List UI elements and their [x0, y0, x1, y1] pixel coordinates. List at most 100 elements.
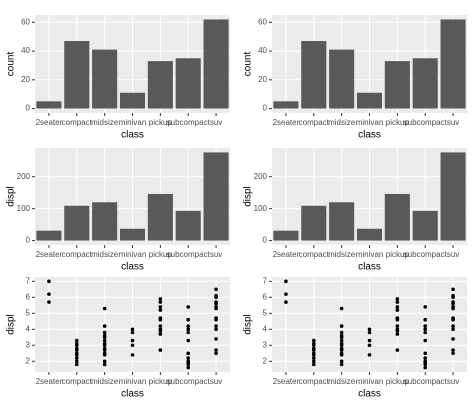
- point: [158, 348, 163, 352]
- point: [186, 324, 191, 328]
- x-tick-label: midsize: [328, 377, 356, 386]
- bar: [412, 210, 438, 241]
- y-tick-label: 0: [263, 104, 268, 113]
- x-tick-label: compact: [62, 118, 93, 127]
- bar: [384, 193, 410, 241]
- x-tick-label: midsize: [91, 377, 119, 386]
- y-tick-label: 200: [254, 172, 268, 181]
- y-tick-label: 2: [263, 356, 268, 365]
- point: [47, 279, 51, 284]
- point: [451, 351, 455, 356]
- point: [367, 327, 372, 332]
- point: [130, 330, 135, 335]
- point: [47, 300, 51, 304]
- point: [158, 305, 163, 309]
- bar: [384, 61, 410, 109]
- point: [74, 359, 79, 364]
- point: [214, 337, 218, 341]
- point: [130, 343, 135, 348]
- x-axis-label: class: [358, 389, 381, 400]
- y-tick-label: 100: [17, 204, 31, 213]
- point: [395, 308, 400, 312]
- point: [74, 362, 79, 367]
- point: [186, 351, 191, 356]
- x-tick-label: midsize: [328, 250, 356, 259]
- y-tick-label: 7: [26, 276, 31, 285]
- x-tick-label: compact: [299, 118, 330, 127]
- y-tick-label: 6: [263, 292, 268, 301]
- x-tick-label: suv: [447, 118, 459, 127]
- y-tick-label: 5: [26, 308, 31, 317]
- x-tick-label: pickup: [149, 250, 173, 259]
- point: [74, 346, 79, 351]
- bar: [36, 101, 62, 109]
- point: [158, 300, 163, 304]
- x-tick-label: pickup: [386, 250, 410, 259]
- point: [311, 341, 316, 346]
- y-tick-label: 3: [263, 340, 268, 349]
- x-tick-label: 2seater: [36, 118, 63, 127]
- point: [186, 327, 191, 332]
- point: [186, 330, 191, 335]
- point: [158, 308, 163, 312]
- point: [214, 348, 218, 352]
- bar: [147, 193, 173, 241]
- bar: [329, 49, 355, 109]
- bar: [329, 202, 355, 241]
- point: [214, 316, 218, 320]
- point: [158, 297, 163, 301]
- y-tick-label: 5: [263, 308, 268, 317]
- y-tick-label: 0: [26, 236, 31, 245]
- point: [74, 338, 79, 343]
- bar: [440, 152, 466, 241]
- point: [158, 327, 163, 332]
- y-axis-label: count: [243, 52, 254, 77]
- bar: [412, 58, 438, 109]
- point: [339, 359, 344, 364]
- point: [102, 346, 107, 351]
- x-axis-label: class: [358, 130, 381, 141]
- x-axis-label: class: [358, 262, 381, 273]
- bar: [64, 41, 90, 109]
- point: [395, 297, 400, 301]
- point: [423, 327, 428, 332]
- point: [339, 333, 344, 338]
- x-tick-label: 2seater: [273, 250, 300, 259]
- y-axis-label: displ: [243, 186, 254, 207]
- point: [214, 287, 218, 292]
- point: [102, 306, 107, 311]
- x-tick-label: subcompact: [404, 250, 448, 259]
- x-tick-label: minivan: [119, 250, 147, 259]
- x-tick-label: subcompact: [167, 118, 211, 127]
- point: [451, 293, 455, 298]
- point: [339, 362, 344, 367]
- x-axis-label: class: [121, 262, 144, 273]
- point: [102, 338, 107, 343]
- bar: [440, 19, 466, 109]
- bar: [92, 202, 118, 241]
- point: [395, 324, 400, 328]
- point: [214, 351, 218, 356]
- point: [423, 365, 428, 370]
- y-tick-label: 0: [26, 104, 31, 113]
- x-tick-label: suv: [210, 377, 222, 386]
- y-tick-label: 40: [258, 46, 267, 55]
- point: [74, 341, 79, 346]
- y-tick-label: 20: [258, 75, 267, 84]
- point: [451, 305, 455, 309]
- y-axis-label: displ: [6, 314, 17, 335]
- point: [186, 365, 191, 370]
- bar: [64, 205, 90, 241]
- point: [451, 337, 455, 341]
- point: [214, 293, 218, 298]
- x-tick-label: compact: [299, 377, 330, 386]
- point: [74, 351, 79, 356]
- bar: [92, 49, 118, 109]
- y-tick-label: 4: [26, 324, 31, 333]
- bar: [273, 230, 299, 241]
- point: [395, 332, 400, 336]
- point: [451, 327, 455, 332]
- point: [451, 324, 455, 328]
- point: [367, 343, 372, 348]
